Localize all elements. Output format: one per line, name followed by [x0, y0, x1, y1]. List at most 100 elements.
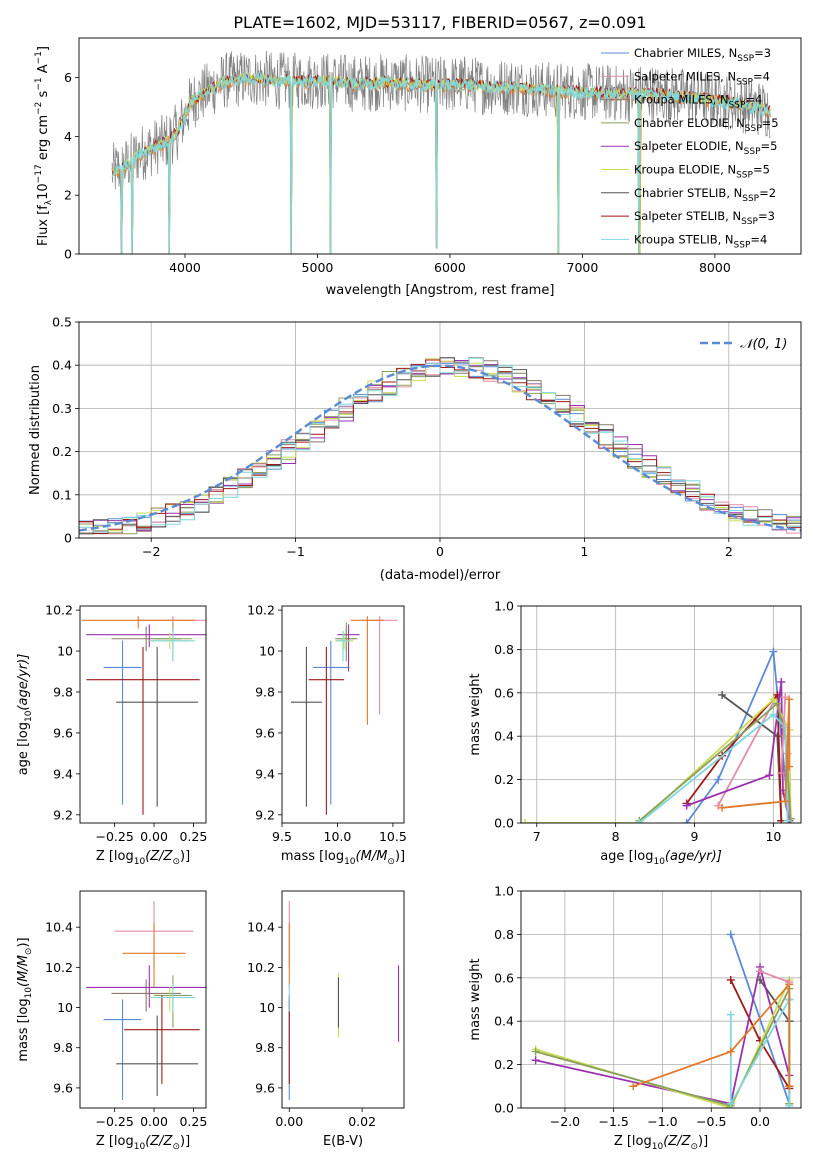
weight-marker [765, 771, 774, 780]
spectrum-model-line [111, 71, 771, 254]
y-tick-label: 9.6 [53, 1080, 73, 1095]
label-part: Salpeter STELIB, N [634, 209, 741, 223]
legend-label: Chabrier ELODIE, NSSP=5 [634, 116, 779, 134]
label-part: s [36, 90, 51, 101]
x-tick-label: 7000 [567, 260, 599, 275]
label-part: )] [180, 1134, 190, 1149]
label-part: 10 [36, 183, 51, 200]
x-tick-label: −0.25 [95, 829, 133, 844]
label-part: ⊙ [172, 857, 180, 867]
plot-area [111, 50, 771, 254]
legend-label: Salpeter STELIB, NSSP=3 [634, 209, 775, 227]
label-part: (M/M [356, 849, 388, 864]
normal-curve [79, 364, 801, 532]
label-part: Z [log [96, 1134, 134, 1149]
label-part: (Z/Z [663, 1134, 691, 1149]
y-tick-label: 0.1 [52, 487, 72, 502]
label-part: Kroupa MILES, N [634, 93, 729, 107]
label-part: )] [180, 849, 190, 864]
y-axis-label: mass weight [468, 958, 483, 1040]
weight-marker [781, 797, 790, 806]
weight-series [638, 701, 792, 822]
axes-spectrum: 4000 5000 6000 7000 8000 0 2 4 6 wavelength [Angs… [34, 37, 802, 298]
y-tick-label: 0.4 [494, 1014, 514, 1029]
axes-frame [79, 890, 207, 1109]
weight-marker [785, 762, 794, 771]
y-tick-label: 10.4 [45, 920, 73, 935]
y-axis-label: mass weight [468, 673, 483, 755]
label-part: A [36, 64, 51, 77]
y-tick-label: 6 [64, 70, 72, 85]
y-axis-label: age [log10(age/yr)] [16, 654, 34, 776]
label-part: SSP [745, 124, 762, 134]
label-part: =5 [762, 116, 779, 130]
label-part: Kroupa ELODIE, N [634, 163, 736, 177]
figure-title: PLATE=1602, MJD=53117, FIBERID=0567, z=0… [233, 13, 646, 32]
axes-frame [79, 605, 207, 824]
axes-residuals: −2 −1 0 1 2 0 0.1 0.2 0.3 0.4 0.5 (data-model)/erro… [28, 315, 802, 583]
y-tick-label: 0 [64, 247, 72, 262]
y-tick-label: 10.2 [45, 603, 73, 618]
y-tick-label: 0.2 [494, 1057, 514, 1072]
x-tick-label: −1.0 [647, 1114, 677, 1129]
y-tick-label: 10.4 [247, 920, 275, 935]
weight-marker [785, 1082, 794, 1091]
weight-marker [718, 690, 727, 699]
label-part: −17 [34, 164, 44, 183]
label-part: )] [395, 849, 405, 864]
legend-label: Chabrier STELIB, NSSP=2 [634, 186, 776, 204]
label-part: erg cm [36, 115, 51, 164]
label-part: =4 [745, 93, 762, 107]
histogram-series [79, 357, 801, 533]
plot-area [521, 647, 795, 823]
weight-marker [682, 819, 691, 823]
label-part: −2 [34, 102, 44, 115]
y-axis-label: mass [log10(M/M⊙)] [16, 937, 34, 1061]
label-part: )] [16, 937, 31, 947]
y-tick-label: 9.8 [53, 684, 73, 699]
x-tick-label: 1 [580, 544, 588, 559]
legend-label: Kroupa STELIB, NSSP=4 [634, 232, 767, 250]
weight-marker [531, 1047, 540, 1056]
weight-series [685, 692, 783, 821]
label-part: Z [log [614, 1134, 652, 1149]
label-part: =4 [750, 232, 767, 246]
x-axis-label: E(B-V) [323, 1134, 363, 1149]
label-part: ] [36, 46, 51, 51]
x-tick-label: 7 [533, 829, 541, 844]
label-part: λ [44, 199, 54, 205]
label-part: SSP [729, 101, 746, 111]
x-tick-label: −0.5 [696, 1114, 726, 1129]
label-part: mass [log [281, 849, 344, 864]
legend-label: 𝒩(0, 1) [740, 337, 787, 352]
weight-marker [777, 769, 786, 778]
label-part: Chabrier MILES, N [634, 46, 737, 60]
y-tick-label: 9.8 [255, 684, 275, 699]
label-part: ⊙ [387, 857, 395, 867]
legend-label: Salpeter ELODIE, NSSP=5 [634, 139, 777, 157]
axes-frame [78, 37, 802, 255]
label-part: =5 [753, 163, 770, 177]
weight-marker [777, 677, 786, 686]
label-part: ⊙ [690, 1142, 698, 1152]
x-tick-label: 0.0 [750, 1114, 770, 1129]
y-tick-label: 0.6 [494, 970, 514, 985]
y-tick-label: 0.2 [52, 444, 72, 459]
label-part: ⊙ [24, 948, 34, 956]
label-part: Salpeter ELODIE, N [634, 139, 744, 153]
weight-marker [635, 819, 644, 823]
weight-marker [756, 967, 765, 976]
x-tick-label: 10 [765, 829, 781, 844]
y-tick-label: 10 [259, 1000, 275, 1015]
legend-label: Kroupa ELODIE, NSSP=5 [634, 163, 770, 181]
x-tick-label: 8 [612, 829, 620, 844]
plot-area [79, 357, 801, 535]
axes-frame [78, 321, 802, 539]
label-part: SSP [736, 77, 753, 87]
label-part: SSP [734, 240, 751, 250]
y-tick-label: 2 [64, 188, 72, 203]
label-part: (age/yr)] [16, 654, 31, 711]
label-part: age [log [600, 849, 653, 864]
weight-marker [769, 695, 778, 704]
